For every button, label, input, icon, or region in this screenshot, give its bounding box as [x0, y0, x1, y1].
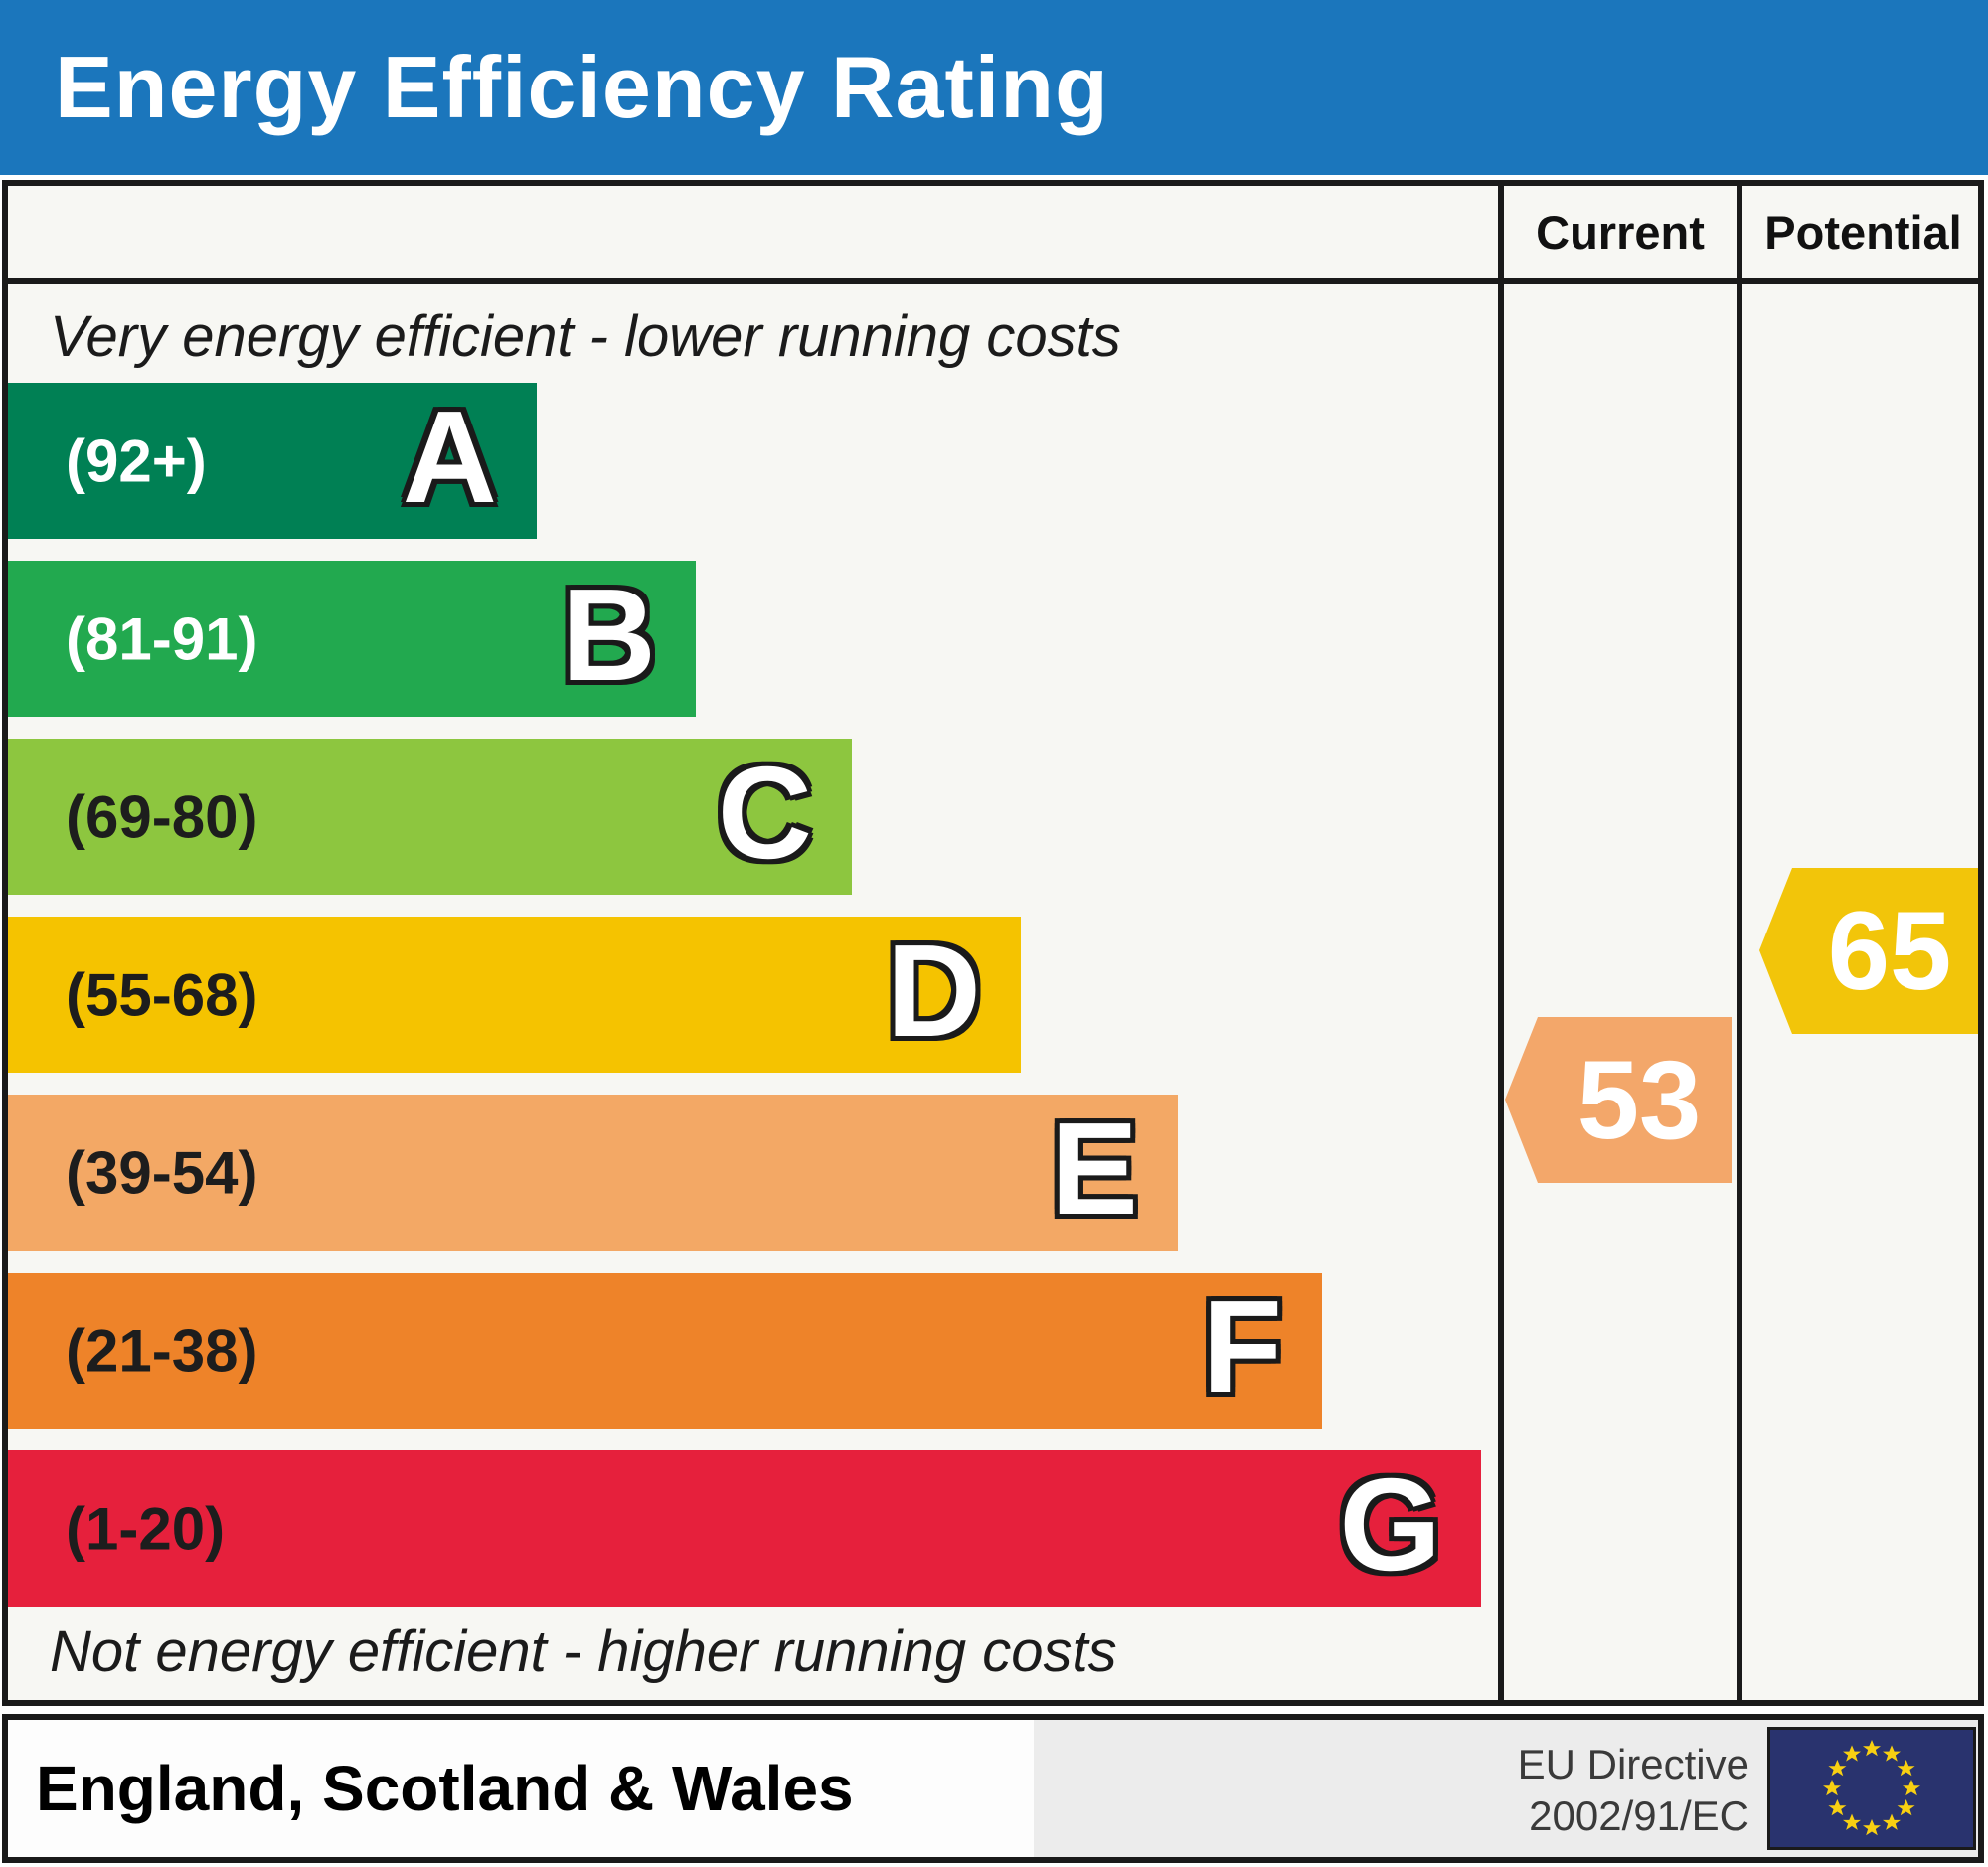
header-row-divider [2, 278, 1984, 284]
band-b-letter: B [561, 561, 656, 708]
eu-directive-line2: 2002/91/EC [1529, 1792, 1749, 1840]
current-rating-value: 53 [1576, 1038, 1702, 1162]
current-arrow-shape [1505, 1017, 1732, 1183]
band-f-range: (21-38) [66, 1317, 258, 1384]
top-note: Very energy efficient - lower running co… [50, 304, 1121, 369]
band-a-range: (92+) [66, 427, 207, 494]
band-c: (69-80) C [8, 739, 852, 895]
column-header-current: Current [1536, 206, 1705, 258]
band-e-letter: E [1050, 1095, 1138, 1242]
potential-rating-value: 65 [1827, 889, 1952, 1013]
eu-directive-line1: EU Directive [1517, 1741, 1749, 1787]
column-header-potential: Potential [1764, 206, 1962, 258]
potential-arrow-shape [1759, 868, 1978, 1034]
column-divider-potential [1737, 180, 1742, 1706]
band-f: (21-38) F [8, 1273, 1322, 1429]
band-b: (81-91) B [8, 561, 696, 717]
band-g-letter: G [1339, 1450, 1441, 1598]
page-title: Energy Efficiency Rating [55, 38, 1109, 136]
column-divider-current [1498, 180, 1504, 1706]
potential-rating-arrow: 65 [1759, 868, 1978, 1034]
eu-flag-icon [1767, 1727, 1976, 1850]
eu-directive-label: EU Directive 2002/91/EC [1518, 1739, 1749, 1842]
band-f-letter: F [1202, 1273, 1282, 1420]
band-a-letter: A [402, 383, 497, 530]
band-g: (1-20) G [8, 1450, 1481, 1607]
band-b-range: (81-91) [66, 605, 258, 672]
title-banner: Energy Efficiency Rating [0, 0, 1988, 175]
band-g-range: (1-20) [66, 1495, 226, 1562]
band-d-letter: D [886, 917, 981, 1064]
band-a: (92+) A [8, 383, 537, 539]
band-c-range: (69-80) [66, 783, 258, 850]
band-d: (55-68) D [8, 917, 1021, 1073]
bottom-note: Not energy efficient - higher running co… [50, 1619, 1117, 1684]
band-e: (39-54) E [8, 1095, 1178, 1251]
footer-region-label: England, Scotland & Wales [36, 1753, 854, 1824]
current-rating-arrow: 53 [1505, 1017, 1732, 1183]
band-c-letter: C [717, 739, 812, 886]
band-d-range: (55-68) [66, 961, 258, 1028]
band-e-range: (39-54) [66, 1139, 258, 1206]
